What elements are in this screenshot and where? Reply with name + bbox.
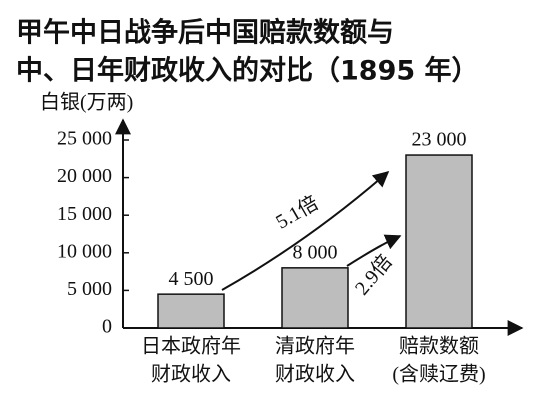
y-tick-label: 0 <box>102 316 112 338</box>
bar <box>157 293 225 329</box>
value-label: 23 000 <box>412 129 467 151</box>
x-tick-label: 财政收入 <box>275 363 355 386</box>
value-label: 4 500 <box>169 268 214 290</box>
y-tick-label: 20 000 <box>57 165 112 187</box>
x-tick-label: 财政收入 <box>151 363 231 386</box>
chart-title: 中、日年财政收入的对比（1895 年） <box>16 55 479 87</box>
x-tick-label: 清政府年 <box>275 335 355 358</box>
chart-title: 甲午中日战争后中国赔款数额与 <box>16 17 394 49</box>
y-tick-label: 15 000 <box>57 203 112 225</box>
value-label: 8 000 <box>293 241 338 263</box>
bar <box>405 154 473 329</box>
y-tick-label: 10 000 <box>57 240 112 262</box>
y-axis-label: 白银(万两) <box>40 91 133 114</box>
y-tick-label: 25 000 <box>57 128 112 150</box>
y-tick-label: 5 000 <box>67 278 112 300</box>
arrow <box>221 170 390 291</box>
x-tick-label: (含赎辽费) <box>392 363 485 386</box>
arrow <box>346 234 402 267</box>
annotation: 2.9倍 <box>350 250 397 299</box>
x-tick-label: 日本政府年 <box>141 335 241 358</box>
x-tick-label: 赔款数额 <box>399 335 479 358</box>
annotation: 5.1倍 <box>272 191 322 233</box>
bar <box>281 267 349 329</box>
